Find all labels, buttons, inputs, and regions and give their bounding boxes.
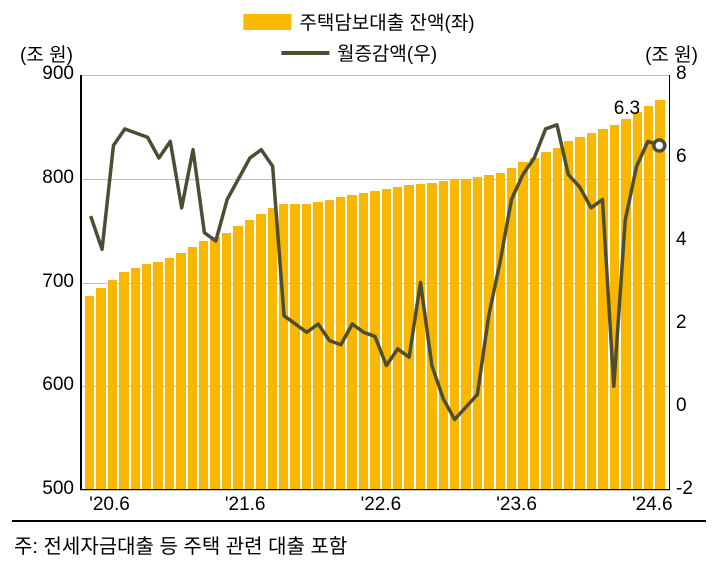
y-right-axis-line (669, 75, 671, 490)
annotation-label: 6.3 (614, 98, 640, 120)
legend: 주택담보대출 잔액(좌) 월증감액(우) (243, 8, 474, 70)
x-tick: '21.6 (225, 494, 266, 516)
y-left-tick: 600 (24, 374, 74, 396)
footer-note: 주: 전세자금대출 등 주택 관련 대출 포함 (14, 530, 347, 559)
line-svg (80, 75, 670, 490)
legend-line-row: 월증감액(우) (243, 39, 474, 66)
plot-area (80, 75, 670, 490)
x-tick: '20.6 (89, 494, 130, 516)
gridline (80, 490, 670, 491)
legend-line-label: 월증감액(우) (337, 39, 437, 66)
y-left-tick: 900 (24, 63, 74, 85)
y-right-tick: 0 (676, 395, 716, 417)
y-left-tick: 800 (24, 167, 74, 189)
y-right-tick: -2 (676, 478, 716, 500)
x-tick: '24.6 (632, 494, 673, 516)
x-tick: '23.6 (496, 494, 537, 516)
legend-bar-label: 주택담보대출 잔액(좌) (299, 8, 474, 35)
y-left-tick: 500 (24, 478, 74, 500)
y-left-tick: 700 (24, 271, 74, 293)
y-right-tick: 8 (676, 63, 716, 85)
line-path (91, 125, 660, 420)
legend-bar-row: 주택담보대출 잔액(좌) (243, 8, 474, 35)
chart-container: 주택담보대출 잔액(좌) 월증감액(우) (조 원) (조 원) 5006007… (0, 0, 718, 562)
y-right-tick: 6 (676, 146, 716, 168)
legend-line-swatch (281, 51, 329, 55)
x-tick: '22.6 (361, 494, 402, 516)
y-left-axis-line (80, 75, 82, 490)
x-axis-line (80, 489, 670, 491)
end-marker (654, 140, 665, 151)
legend-bar-swatch (243, 14, 291, 30)
y-right-tick: 2 (676, 312, 716, 334)
y-right-tick: 4 (676, 229, 716, 251)
footer-divider (12, 520, 706, 522)
